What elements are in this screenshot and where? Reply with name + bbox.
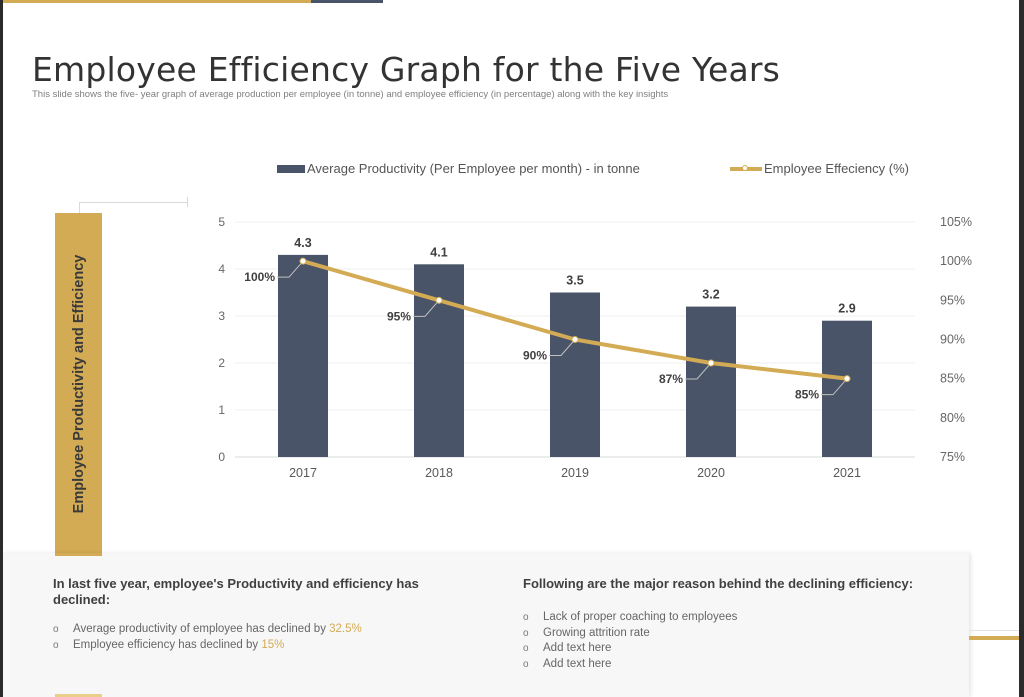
side-label-bracket-end — [187, 197, 188, 207]
bar-value-label: 4.1 — [430, 245, 447, 259]
legend-line-swatch — [730, 164, 762, 171]
left-axis-tick-label: 5 — [218, 215, 225, 229]
efficiency-point-2018 — [435, 296, 443, 304]
right-axis-ticks: 75% 80% 85% 90% 95% 100% 105% — [940, 215, 972, 464]
bar-value-label: 2.9 — [838, 302, 855, 316]
y-axis-side-label: Employee Productivity and Efficiency — [55, 213, 102, 555]
legend-item-efficiency: Employee Effeciency (%) — [730, 161, 909, 176]
list-item: Lack of proper coaching to employees — [523, 610, 963, 626]
efficiency-value-label: 100% — [244, 270, 275, 284]
bar-2021 — [822, 320, 872, 457]
insight-left-list: Average productivity of employee has dec… — [53, 622, 453, 653]
legend-item-productivity: Average Productivity (Per Employee per m… — [277, 161, 640, 176]
x-axis-label: 2019 — [561, 466, 589, 480]
top-accent-bar-navy — [311, 0, 383, 3]
label-leader-line — [685, 362, 712, 380]
bar-2019 — [550, 292, 600, 457]
label-leader-line — [549, 339, 576, 356]
list-item: Add text here — [523, 657, 963, 673]
right-axis-tick-label: 95% — [940, 293, 965, 307]
x-axis-label: 2018 — [425, 466, 453, 480]
bar-value-label: 3.5 — [566, 274, 583, 288]
list-item: Add text here — [523, 641, 963, 657]
label-leader-line — [413, 300, 440, 317]
efficiency-point-2017 — [299, 257, 307, 265]
x-axis-label: 2017 — [289, 466, 317, 480]
right-axis-tick-label: 100% — [940, 254, 972, 268]
left-axis-tick-label: 0 — [218, 450, 225, 464]
bar-2020 — [686, 306, 736, 457]
efficiency-value-label: 90% — [523, 349, 547, 363]
legend-bar-swatch — [277, 164, 305, 173]
list-item: Average productivity of employee has dec… — [53, 622, 453, 638]
insight-right-list: Lack of proper coaching to employees Gro… — [523, 610, 963, 672]
bar-data-labels: 4.3 4.1 3.5 3.2 2.9 — [294, 236, 855, 316]
insight-left-heading: In last five year, employee's Productivi… — [53, 576, 419, 607]
insight-productivity-decline: In last five year, employee's Productivi… — [53, 576, 453, 653]
top-accent-bar-gold — [3, 0, 311, 3]
efficiency-point-2021 — [843, 375, 851, 383]
right-axis-tick-label: 80% — [940, 411, 965, 425]
right-axis-tick-label: 85% — [940, 372, 965, 386]
bottom-accent — [55, 694, 102, 697]
efficiency-value-label: 85% — [795, 388, 819, 402]
highlight-value: 32.5% — [329, 623, 362, 635]
legend-label-efficiency: Employee Effeciency (%) — [764, 161, 909, 176]
right-axis-tick-label: 105% — [940, 215, 972, 229]
insight-decline-reasons: Following are the major reason behind th… — [523, 576, 963, 672]
efficiency-value-label: 87% — [659, 372, 683, 386]
efficiency-value-label: 95% — [387, 309, 411, 323]
list-item: Growing attrition rate — [523, 626, 963, 642]
bar-2017 — [278, 254, 328, 457]
right-divider-line — [969, 630, 1019, 631]
left-axis-tick-label: 1 — [218, 403, 225, 417]
right-accent-line — [969, 636, 1019, 640]
slide-subtitle: This slide shows the five- year graph of… — [32, 89, 669, 100]
efficiency-point-2020 — [707, 359, 715, 367]
left-axis-tick-label: 4 — [218, 262, 225, 276]
side-label-bracket — [79, 202, 188, 213]
insight-right-heading: Following are the major reason behind th… — [523, 576, 914, 591]
bar-value-label: 4.3 — [294, 236, 311, 250]
slide-title: Employee Efficiency Graph for the Five Y… — [32, 50, 781, 90]
legend-label-productivity: Average Productivity (Per Employee per m… — [307, 161, 640, 176]
side-label-bottom-accent — [55, 553, 102, 556]
left-axis-tick-label: 3 — [218, 309, 225, 323]
right-axis-tick-label: 90% — [940, 333, 965, 347]
left-axis-ticks: 0 1 2 3 4 5 — [218, 215, 225, 464]
list-item: Employee efficiency has declined by 15% — [53, 638, 453, 654]
bar-2018 — [414, 264, 464, 457]
slide: Employee Efficiency Graph for the Five Y… — [3, 0, 1019, 697]
efficiency-point-2019 — [571, 336, 579, 343]
x-axis-label: 2021 — [833, 466, 861, 480]
label-leader-line — [821, 378, 848, 396]
line-series — [299, 257, 851, 383]
bar-value-label: 3.2 — [702, 288, 719, 302]
combo-chart: 0 1 2 3 4 5 75% 80% 85% 90% 95% 100% 105% 4.3 4.1 3.5… — [218, 215, 972, 480]
line-label-leaders — [277, 260, 848, 396]
x-axis-labels: 2017 2018 2019 2020 2021 — [289, 466, 861, 480]
highlight-value: 15% — [261, 638, 285, 651]
x-axis-label: 2020 — [697, 466, 725, 480]
right-axis-tick-label: 75% — [940, 450, 965, 464]
line-data-labels: 100% 95% 90% 87% 85% — [244, 270, 819, 402]
label-leader-line — [277, 260, 304, 278]
left-axis-tick-label: 2 — [218, 356, 225, 370]
